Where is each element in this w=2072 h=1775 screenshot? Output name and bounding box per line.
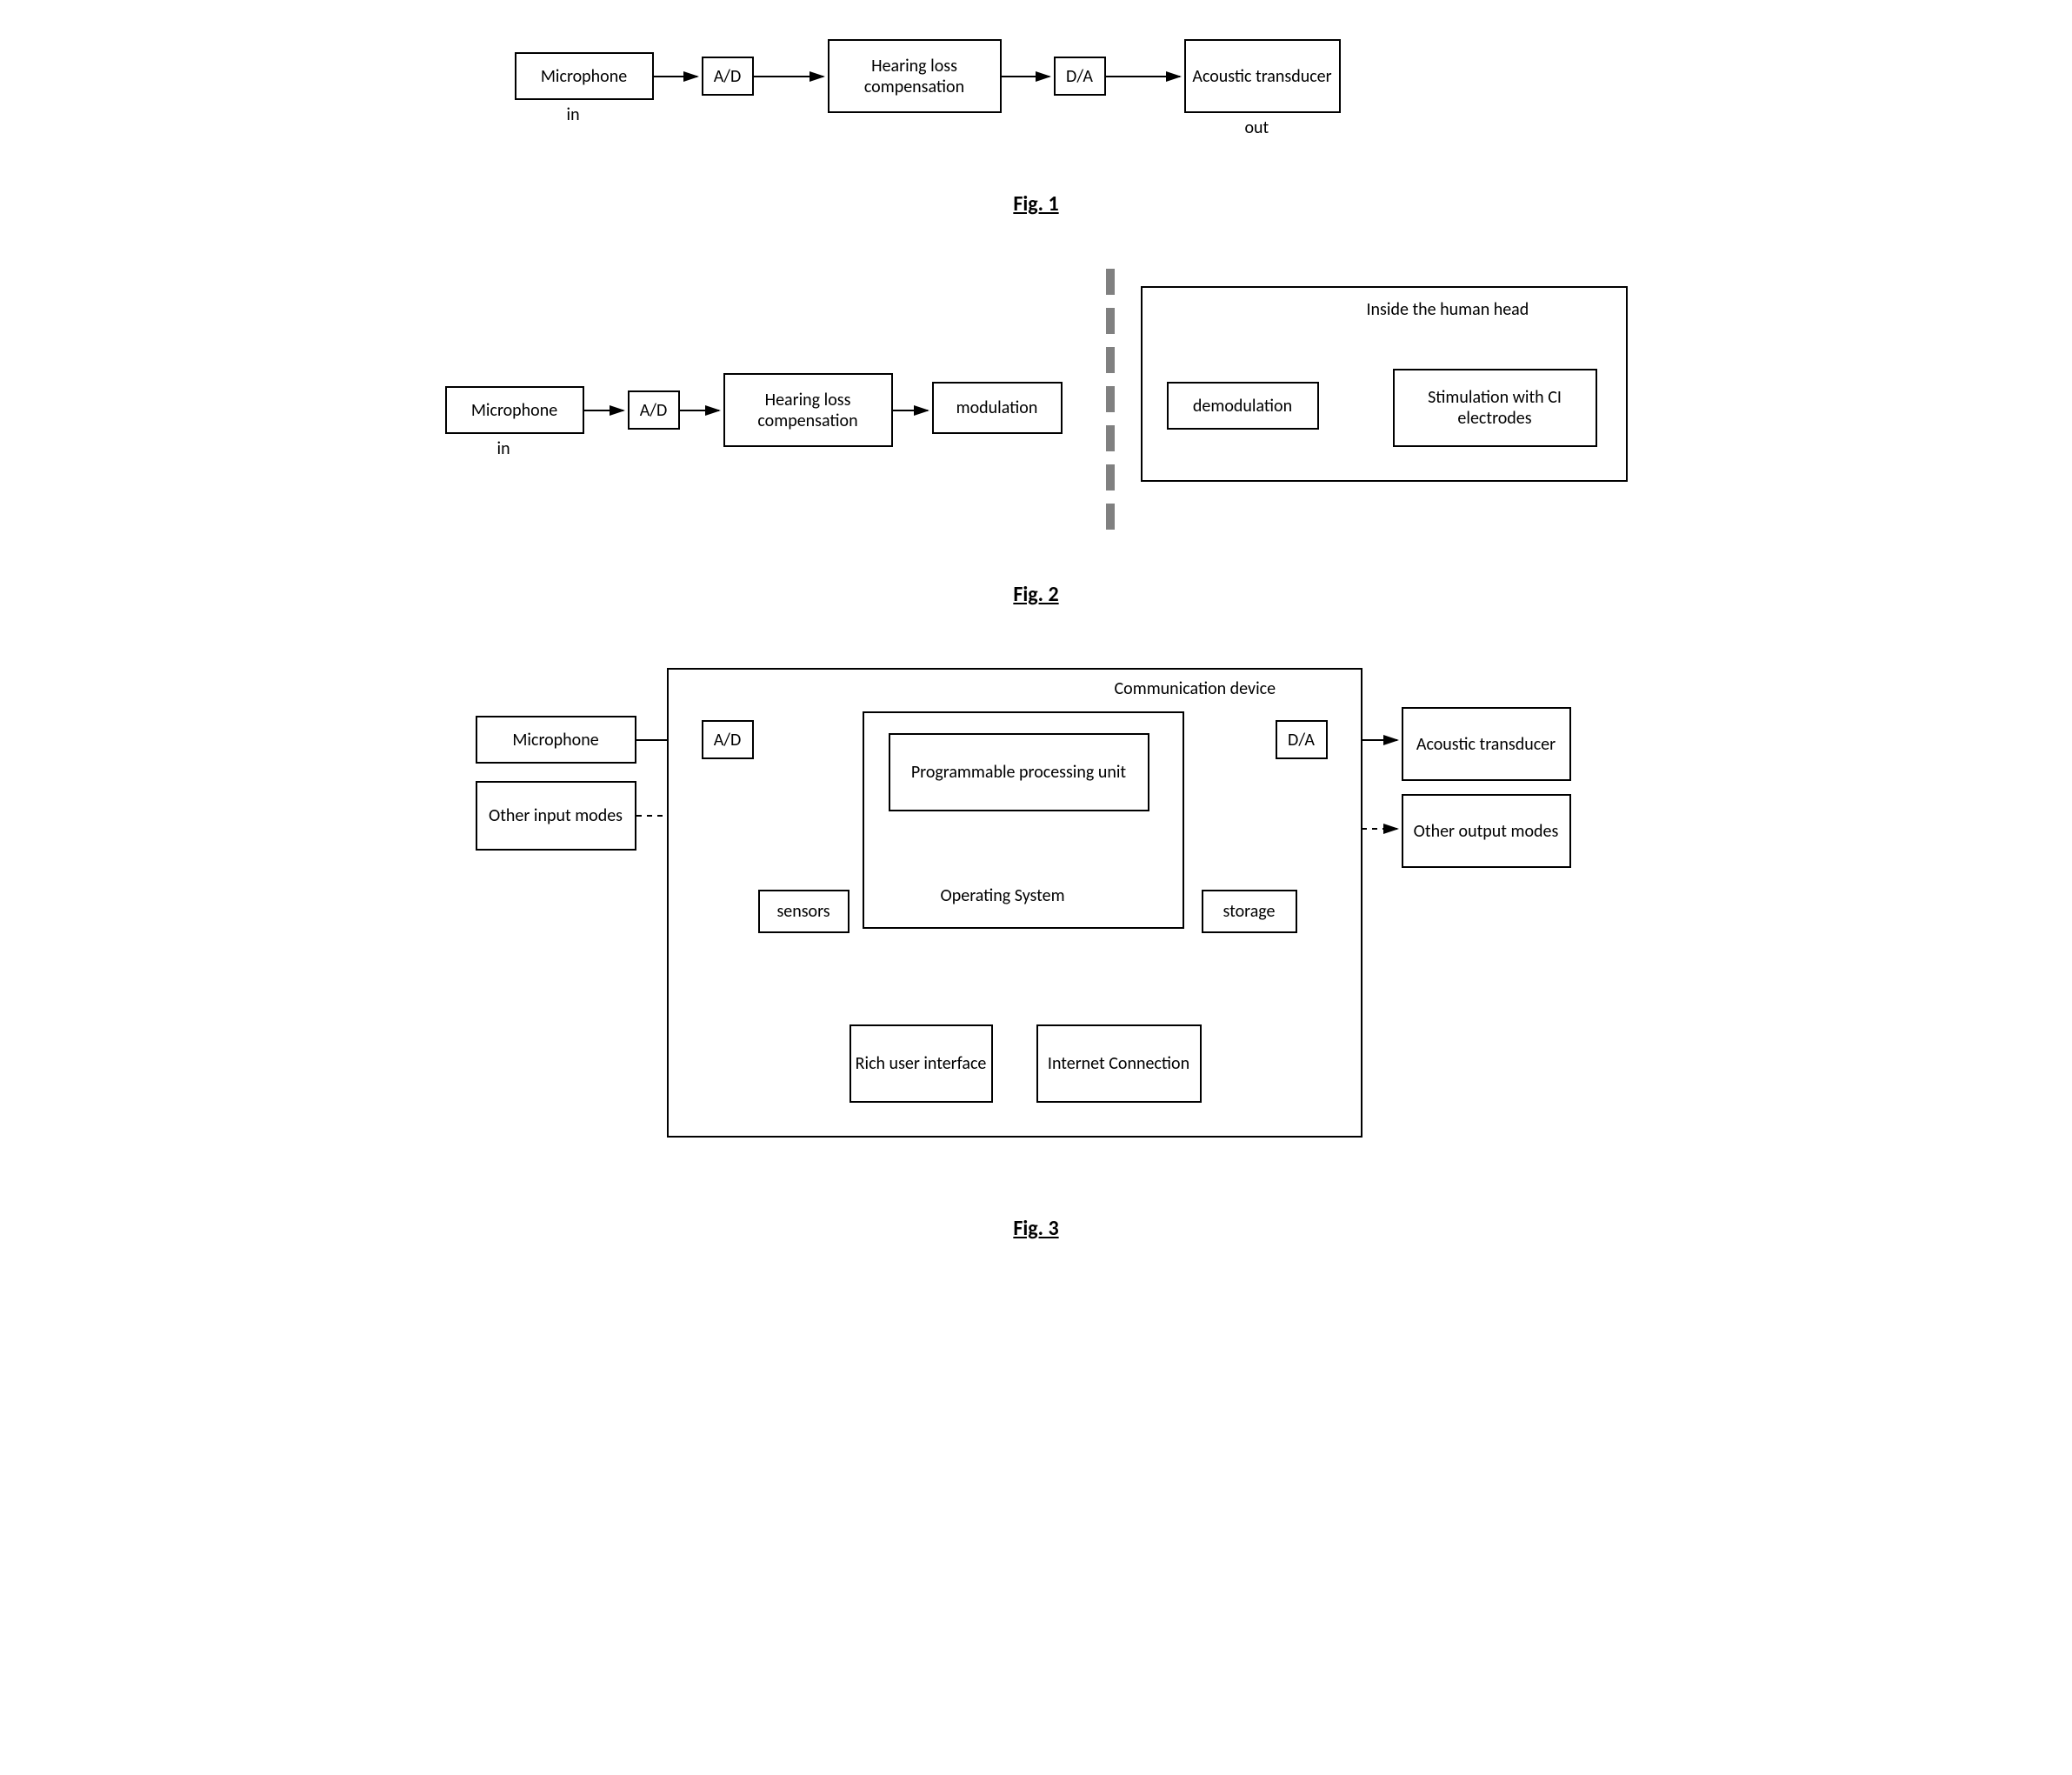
- fig2-caption: Fig. 2: [428, 582, 1645, 607]
- ppu-box: Programmable processing unit: [889, 733, 1149, 811]
- microphone-box: Microphone: [445, 386, 584, 434]
- ad-box: A/D: [702, 57, 754, 96]
- da-box: D/A: [1054, 57, 1106, 96]
- ad-box: A/D: [628, 390, 680, 430]
- fig1-caption: Fig. 1: [428, 191, 1645, 217]
- rich-user-interface-box: Rich user interface: [849, 1024, 993, 1103]
- other-output-box: Other output modes: [1402, 794, 1571, 868]
- hlc-box: Hearing loss compensation: [723, 373, 893, 447]
- acoustic-transducer-box: Acoustic transducer: [1402, 707, 1571, 781]
- da-box: D/A: [1276, 720, 1328, 759]
- figure-3: Communication device Microphone Other in…: [428, 659, 1645, 1241]
- os-label: Operating System: [941, 885, 1065, 906]
- out-label: out: [1245, 117, 1269, 138]
- demodulation-box: demodulation: [1167, 382, 1319, 430]
- acoustic-transducer-box: Acoustic transducer: [1184, 39, 1341, 113]
- modulation-box: modulation: [932, 382, 1063, 434]
- fig3-caption: Fig. 3: [428, 1216, 1645, 1241]
- head-label: Inside the human head: [1367, 299, 1529, 320]
- storage-box: storage: [1202, 890, 1297, 933]
- ad-box: A/D: [702, 720, 754, 759]
- sensors-box: sensors: [758, 890, 849, 933]
- hlc-box: Hearing loss compensation: [828, 39, 1002, 113]
- microphone-box: Microphone: [515, 52, 654, 100]
- microphone-box: Microphone: [476, 716, 636, 764]
- in-label: in: [567, 104, 580, 125]
- stimulation-box: Stimulation with CI electrodes: [1393, 369, 1597, 447]
- other-input-box: Other input modes: [476, 781, 636, 851]
- in-label: in: [497, 438, 510, 459]
- barrier-dashed-line: [1106, 269, 1115, 530]
- figure-2: Microphone A/D Hearing loss compensation…: [428, 269, 1645, 607]
- internet-connection-box: Internet Connection: [1036, 1024, 1202, 1103]
- comm-device-label: Communication device: [1115, 678, 1276, 699]
- figure-1: Microphone A/D Hearing loss compensation…: [428, 35, 1645, 217]
